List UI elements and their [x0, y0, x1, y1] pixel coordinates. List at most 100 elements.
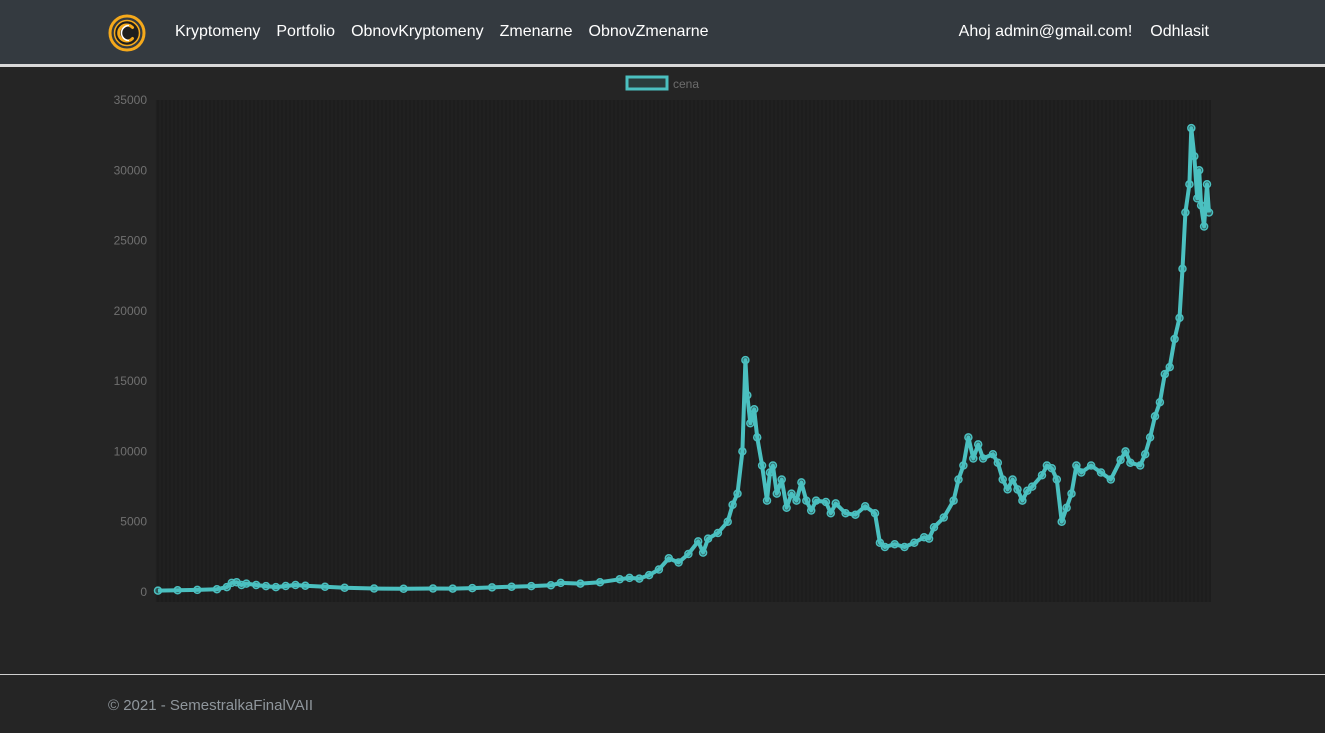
data-point[interactable] [281, 581, 290, 591]
data-point[interactable] [674, 558, 683, 567]
data-point[interactable] [684, 549, 693, 559]
data-point[interactable] [1135, 461, 1145, 470]
data-point[interactable] [644, 570, 654, 580]
data-point[interactable] [193, 585, 202, 595]
data-point[interactable] [1077, 468, 1086, 477]
data-point[interactable] [487, 583, 497, 592]
data-point[interactable] [251, 580, 261, 590]
nav-link-kryptomeny[interactable]: Kryptomeny [175, 23, 261, 40]
data-point[interactable] [964, 433, 973, 442]
data-point[interactable] [1165, 362, 1174, 372]
data-point[interactable] [1096, 468, 1106, 477]
data-point[interactable] [1140, 449, 1150, 459]
data-point[interactable] [546, 581, 556, 590]
data-point[interactable] [1202, 180, 1212, 189]
data-point[interactable] [1037, 471, 1047, 480]
data-point[interactable] [741, 355, 750, 365]
data-point[interactable] [757, 461, 767, 470]
data-point[interactable] [635, 574, 644, 583]
data-point[interactable] [625, 573, 634, 583]
data-point[interactable] [752, 433, 762, 442]
data-point[interactable] [1018, 496, 1027, 505]
data-point[interactable] [698, 548, 708, 557]
data-point[interactable] [880, 542, 890, 552]
data-point[interactable] [738, 447, 747, 456]
data-point[interactable] [242, 579, 251, 588]
data-point[interactable] [733, 489, 742, 498]
data-point[interactable] [173, 586, 182, 595]
data-point[interactable] [787, 489, 796, 498]
data-point[interactable] [1181, 208, 1190, 217]
data-point[interactable] [900, 542, 909, 552]
data-point[interactable] [399, 584, 408, 594]
data-point[interactable] [1062, 503, 1071, 512]
data-point[interactable] [261, 581, 271, 591]
data-point[interactable] [527, 581, 536, 591]
data-point[interactable] [576, 579, 585, 588]
data-point[interactable] [782, 503, 791, 512]
data-point[interactable] [1013, 485, 1022, 494]
data-point[interactable] [1003, 485, 1012, 494]
data-point[interactable] [291, 580, 300, 590]
data-point[interactable] [929, 523, 939, 532]
data-point[interactable] [768, 461, 778, 470]
data-point[interactable] [1175, 313, 1184, 323]
data-point[interactable] [212, 584, 222, 594]
data-point[interactable] [959, 461, 968, 470]
data-point[interactable] [1185, 180, 1194, 189]
data-point[interactable] [988, 449, 998, 459]
data-point[interactable] [340, 583, 349, 593]
data-point[interactable] [1057, 517, 1066, 526]
data-point[interactable] [153, 586, 163, 595]
data-point[interactable] [792, 496, 801, 505]
data-point[interactable] [1047, 464, 1057, 473]
data-point[interactable] [507, 582, 516, 591]
data-point[interactable] [1072, 461, 1081, 470]
data-point[interactable] [831, 499, 840, 508]
data-point[interactable] [1204, 208, 1214, 217]
data-point[interactable] [772, 489, 782, 498]
data-point[interactable] [969, 454, 978, 463]
data-point[interactable] [743, 390, 752, 400]
data-point[interactable] [320, 582, 330, 591]
data-point[interactable] [595, 577, 605, 587]
nav-link-obnov-kryptomeny[interactable]: ObnovKryptomeny [351, 23, 484, 40]
nav-link-obnov-zmenarne[interactable]: ObnovZmenarne [588, 23, 709, 40]
data-point[interactable] [954, 475, 963, 484]
data-point[interactable] [797, 478, 806, 487]
data-point[interactable] [1199, 222, 1209, 231]
data-point[interactable] [1027, 482, 1037, 491]
data-point[interactable] [1187, 123, 1196, 133]
data-point[interactable] [1121, 447, 1130, 456]
data-point[interactable] [746, 419, 755, 428]
data-point[interactable] [693, 537, 703, 546]
data-point[interactable] [615, 575, 624, 584]
logout-link[interactable]: Odhlasit [1150, 23, 1209, 40]
data-point[interactable] [428, 584, 438, 593]
data-point[interactable] [973, 440, 983, 449]
data-point[interactable] [890, 539, 899, 549]
data-point[interactable] [998, 475, 1007, 484]
nav-link-zmenarne[interactable]: Zmenarne [499, 23, 573, 40]
data-point[interactable] [777, 475, 786, 484]
data-point[interactable] [1160, 369, 1170, 379]
data-point[interactable] [765, 468, 775, 477]
data-point[interactable] [949, 496, 958, 505]
data-point[interactable] [841, 509, 850, 518]
data-point[interactable] [271, 582, 281, 592]
data-point[interactable] [1150, 412, 1160, 421]
data-point[interactable] [1067, 489, 1076, 498]
data-point[interactable] [301, 581, 310, 590]
data-point[interactable] [703, 534, 713, 543]
data-point[interactable] [369, 584, 379, 593]
data-point[interactable] [1194, 166, 1204, 175]
data-point[interactable] [851, 510, 860, 519]
data-point[interactable] [1008, 475, 1017, 484]
data-point[interactable] [1192, 194, 1202, 203]
data-point[interactable] [654, 565, 664, 574]
data-point[interactable] [1155, 397, 1165, 407]
data-point[interactable] [870, 509, 880, 518]
data-point[interactable] [910, 538, 919, 548]
data-point[interactable] [826, 509, 836, 518]
chart-legend[interactable]: cena [625, 75, 699, 91]
